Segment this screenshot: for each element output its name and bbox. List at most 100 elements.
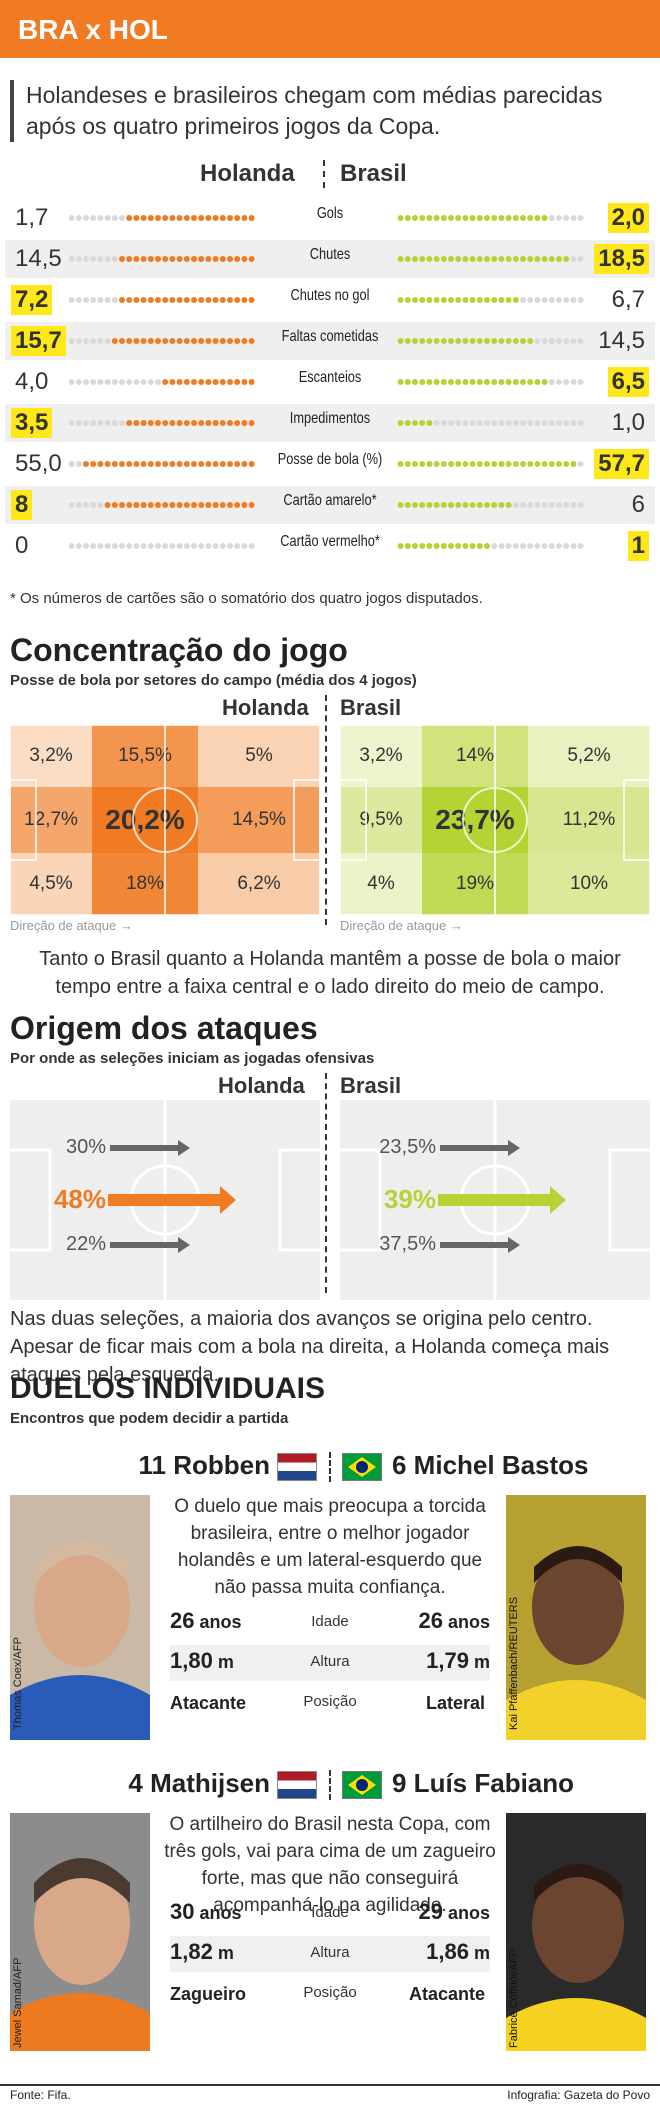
stat-dot — [455, 461, 462, 467]
attack-field-markings — [10, 1100, 320, 1300]
stat-dot — [75, 379, 82, 385]
stat-dot — [162, 256, 169, 262]
stat-dot — [448, 543, 454, 549]
stat-dot — [476, 379, 483, 385]
duel-row: Zagueiro Atacante Posição — [170, 1976, 490, 2012]
stat-dot — [448, 379, 454, 385]
stat-dot — [491, 379, 498, 385]
stat-dot — [75, 297, 82, 303]
stat-dot — [563, 461, 570, 467]
stat-dot — [75, 502, 82, 508]
stat-dot — [140, 543, 147, 549]
stat-dot — [241, 338, 248, 344]
stat-dot — [476, 256, 483, 262]
stat-dot — [404, 297, 411, 303]
stat-dot — [219, 502, 226, 508]
stat-dot — [219, 543, 226, 549]
stat-dot — [212, 420, 219, 426]
stat-dot — [412, 297, 418, 303]
possession-cell: 19% — [422, 853, 528, 915]
stat-dot — [556, 379, 562, 385]
stat-dot — [183, 297, 190, 303]
duel-unit: m — [217, 1652, 234, 1672]
stat-dot — [469, 297, 476, 303]
stat-dot — [169, 256, 176, 262]
concentration-caption: Tanto o Brasil quanto a Holanda mantêm a… — [39, 948, 621, 998]
stat-dot — [212, 461, 219, 467]
stat-dot — [118, 338, 125, 344]
stat-dot — [183, 256, 190, 262]
stat-dot — [104, 420, 111, 426]
stat-dot — [498, 215, 505, 221]
stat-dot — [205, 379, 212, 385]
stat-dot — [412, 461, 418, 467]
stat-dot — [491, 502, 498, 508]
stat-dot — [190, 215, 197, 221]
stat-label: Faltas cometidas — [281, 328, 379, 345]
stat-dot — [75, 256, 82, 262]
holanda-dot-bar — [68, 297, 255, 303]
stat-dot — [176, 420, 183, 426]
stat-dot — [548, 379, 555, 385]
brazil-flag-icon — [342, 1453, 382, 1481]
stat-dot — [205, 338, 212, 344]
duel-unit: m — [473, 1943, 490, 1963]
stat-dot — [75, 215, 82, 221]
stat-dot — [491, 338, 498, 344]
stat-dot — [118, 502, 125, 508]
stat-dot — [212, 543, 219, 549]
brasil-dot-bar — [397, 379, 584, 385]
stat-dot — [563, 420, 570, 426]
possession-cell: 3,2% — [340, 725, 422, 787]
stat-dot — [183, 461, 190, 467]
duel-row-label: Posição — [303, 1984, 357, 2001]
stat-dot — [205, 215, 212, 221]
stat-dot — [440, 502, 447, 508]
stat-dot — [577, 461, 584, 467]
stat-value-brasil: 1,0 — [611, 409, 645, 436]
photo-credit-right: Fabrice Coffrini/AFP — [508, 1949, 520, 2048]
stat-dot — [397, 461, 404, 467]
stat-dot — [498, 543, 505, 549]
stat-dot — [498, 379, 505, 385]
stat-dot — [147, 215, 154, 221]
stat-dot — [219, 461, 226, 467]
stat-value-holanda: 7,2 — [11, 285, 53, 315]
stat-dot — [505, 256, 512, 262]
stat-dot — [520, 215, 526, 221]
stats-divider — [323, 160, 325, 188]
duel-player-left: 11 Robben — [138, 1450, 270, 1480]
stat-dot — [183, 420, 190, 426]
stat-dot — [147, 256, 154, 262]
stat-dot — [198, 461, 205, 467]
stat-dot — [90, 379, 97, 385]
duel-value: 26 — [418, 1608, 443, 1633]
stat-dot — [241, 379, 248, 385]
stat-dot — [82, 502, 89, 508]
stat-dot — [75, 338, 82, 344]
stat-dot — [111, 379, 118, 385]
stat-dot — [75, 461, 82, 467]
stat-dot — [426, 502, 433, 508]
stat-dot — [241, 420, 248, 426]
stat-dot — [512, 502, 519, 508]
stat-dot — [541, 338, 548, 344]
stat-dot — [505, 338, 512, 344]
stat-dot — [219, 297, 226, 303]
stat-dot — [183, 379, 190, 385]
stat-dot — [190, 543, 197, 549]
stat-dot — [462, 215, 469, 221]
stat-dot — [248, 338, 255, 344]
brasil-dot-bar — [397, 502, 584, 508]
stat-dot — [212, 379, 219, 385]
stat-dot — [147, 379, 154, 385]
stat-dot — [205, 543, 212, 549]
stat-dot — [190, 502, 197, 508]
stat-dot — [462, 297, 469, 303]
photo-credit-right: Kai Pfaffenbach/REUTERS — [508, 1596, 520, 1730]
stat-dot — [520, 543, 526, 549]
stat-dot — [570, 379, 577, 385]
stat-value-brasil: 57,7 — [594, 449, 649, 479]
stat-dot — [97, 297, 104, 303]
stat-dot — [140, 256, 147, 262]
